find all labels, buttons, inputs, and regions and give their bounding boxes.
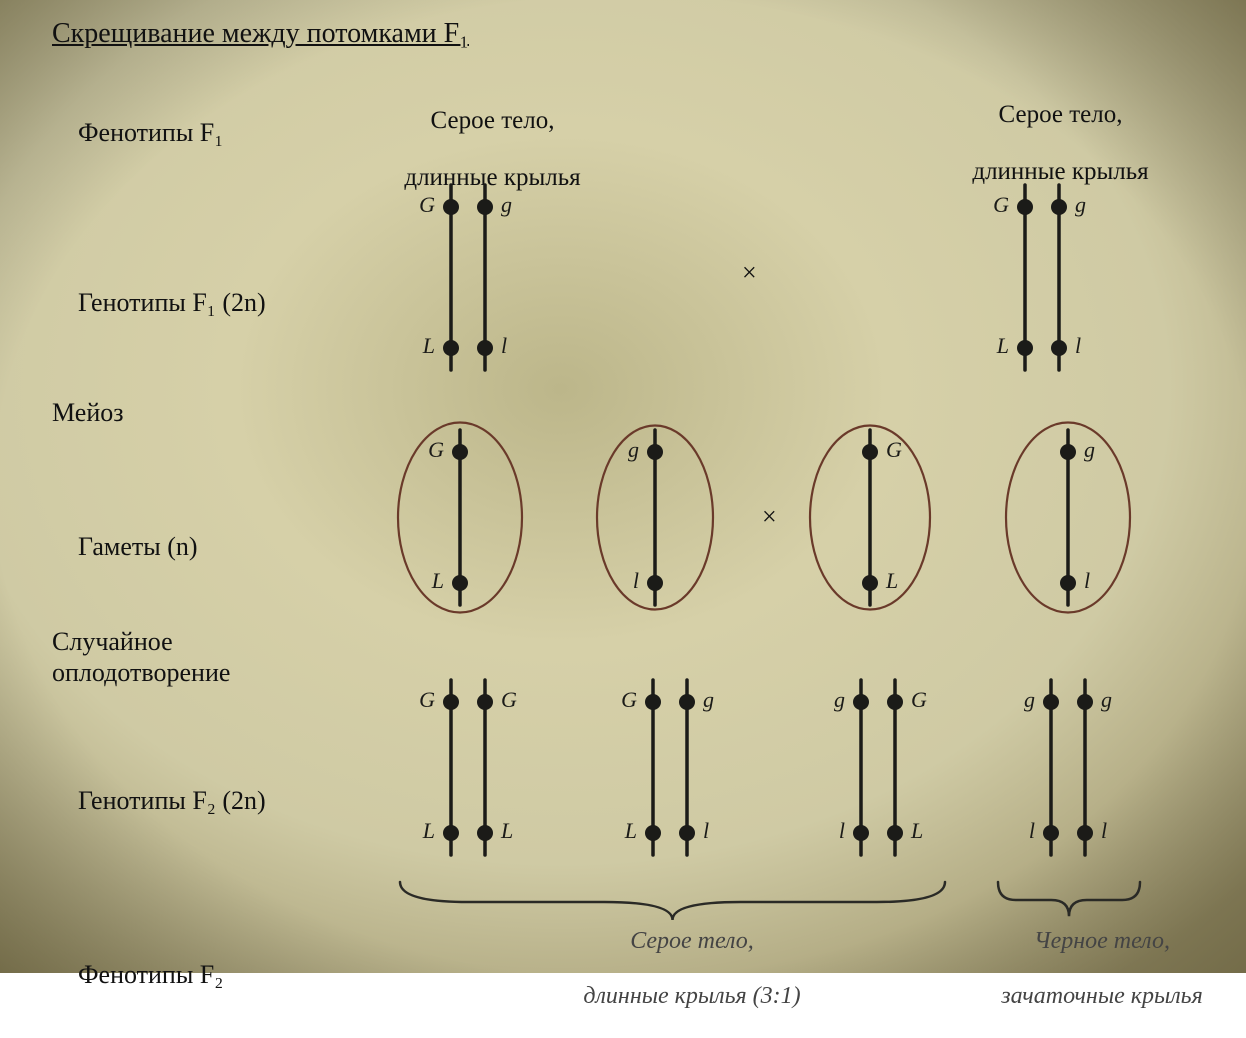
allele-g: g bbox=[834, 687, 845, 712]
f2-genotype-3-right-chromatid: gl bbox=[1077, 680, 1112, 855]
brace-f2-left-icon bbox=[400, 882, 945, 920]
f2-genotype-2-left-chromatid: gl bbox=[834, 680, 869, 855]
allele-G: G bbox=[621, 687, 637, 712]
f2-genotype-0-left-chromatid: GL bbox=[419, 680, 459, 855]
allele-L: L bbox=[431, 568, 444, 593]
f1-genotype-0-left-chromatid: GL bbox=[419, 185, 459, 370]
allele-L: L bbox=[422, 333, 435, 358]
allele-L: L bbox=[422, 818, 435, 843]
allele-G: G bbox=[501, 687, 517, 712]
allele-G: G bbox=[911, 687, 927, 712]
allele-l: l bbox=[501, 333, 507, 358]
f2-genotype-0-right-chromatid: GL bbox=[477, 680, 517, 855]
allele-l: l bbox=[1075, 333, 1081, 358]
allele-l: l bbox=[633, 568, 639, 593]
brace-f2-right-icon bbox=[998, 882, 1140, 916]
f1-genotype-1-left-chromatid: GL bbox=[993, 185, 1033, 370]
allele-G: G bbox=[993, 192, 1009, 217]
allele-G: G bbox=[419, 192, 435, 217]
allele-g: g bbox=[1024, 687, 1035, 712]
allele-G: G bbox=[419, 687, 435, 712]
allele-g: g bbox=[501, 192, 512, 217]
allele-l: l bbox=[1084, 568, 1090, 593]
gamete-1-chromatid: gl bbox=[628, 430, 663, 605]
allele-g: g bbox=[1075, 192, 1086, 217]
allele-l: l bbox=[703, 818, 709, 843]
f2-genotype-2-right-chromatid: GL bbox=[887, 680, 927, 855]
allele-g: g bbox=[703, 687, 714, 712]
f1-genotype-0-right-chromatid: gl bbox=[477, 185, 512, 370]
allele-g: g bbox=[628, 437, 639, 462]
allele-L: L bbox=[624, 818, 637, 843]
gamete-0-chromatid: GL bbox=[428, 430, 468, 605]
allele-L: L bbox=[996, 333, 1009, 358]
allele-l: l bbox=[1101, 818, 1107, 843]
allele-L: L bbox=[500, 818, 513, 843]
allele-L: L bbox=[910, 818, 923, 843]
f1-genotype-1-right-chromatid: gl bbox=[1051, 185, 1086, 370]
allele-L: L bbox=[885, 568, 898, 593]
allele-l: l bbox=[1029, 818, 1035, 843]
f2-genotype-1-left-chromatid: GL bbox=[621, 680, 661, 855]
allele-l: l bbox=[839, 818, 845, 843]
allele-G: G bbox=[886, 437, 902, 462]
allele-g: g bbox=[1084, 437, 1095, 462]
gamete-2-chromatid: GL bbox=[862, 430, 902, 605]
f2-genotype-3-left-chromatid: gl bbox=[1024, 680, 1059, 855]
f2-genotype-1-right-chromatid: gl bbox=[679, 680, 714, 855]
genetics-diagram-svg: GLglGLglGLglGLglGLGLGLglglGLglgl bbox=[0, 0, 1246, 973]
gamete-3-chromatid: gl bbox=[1060, 430, 1095, 605]
allele-g: g bbox=[1101, 687, 1112, 712]
allele-G: G bbox=[428, 437, 444, 462]
